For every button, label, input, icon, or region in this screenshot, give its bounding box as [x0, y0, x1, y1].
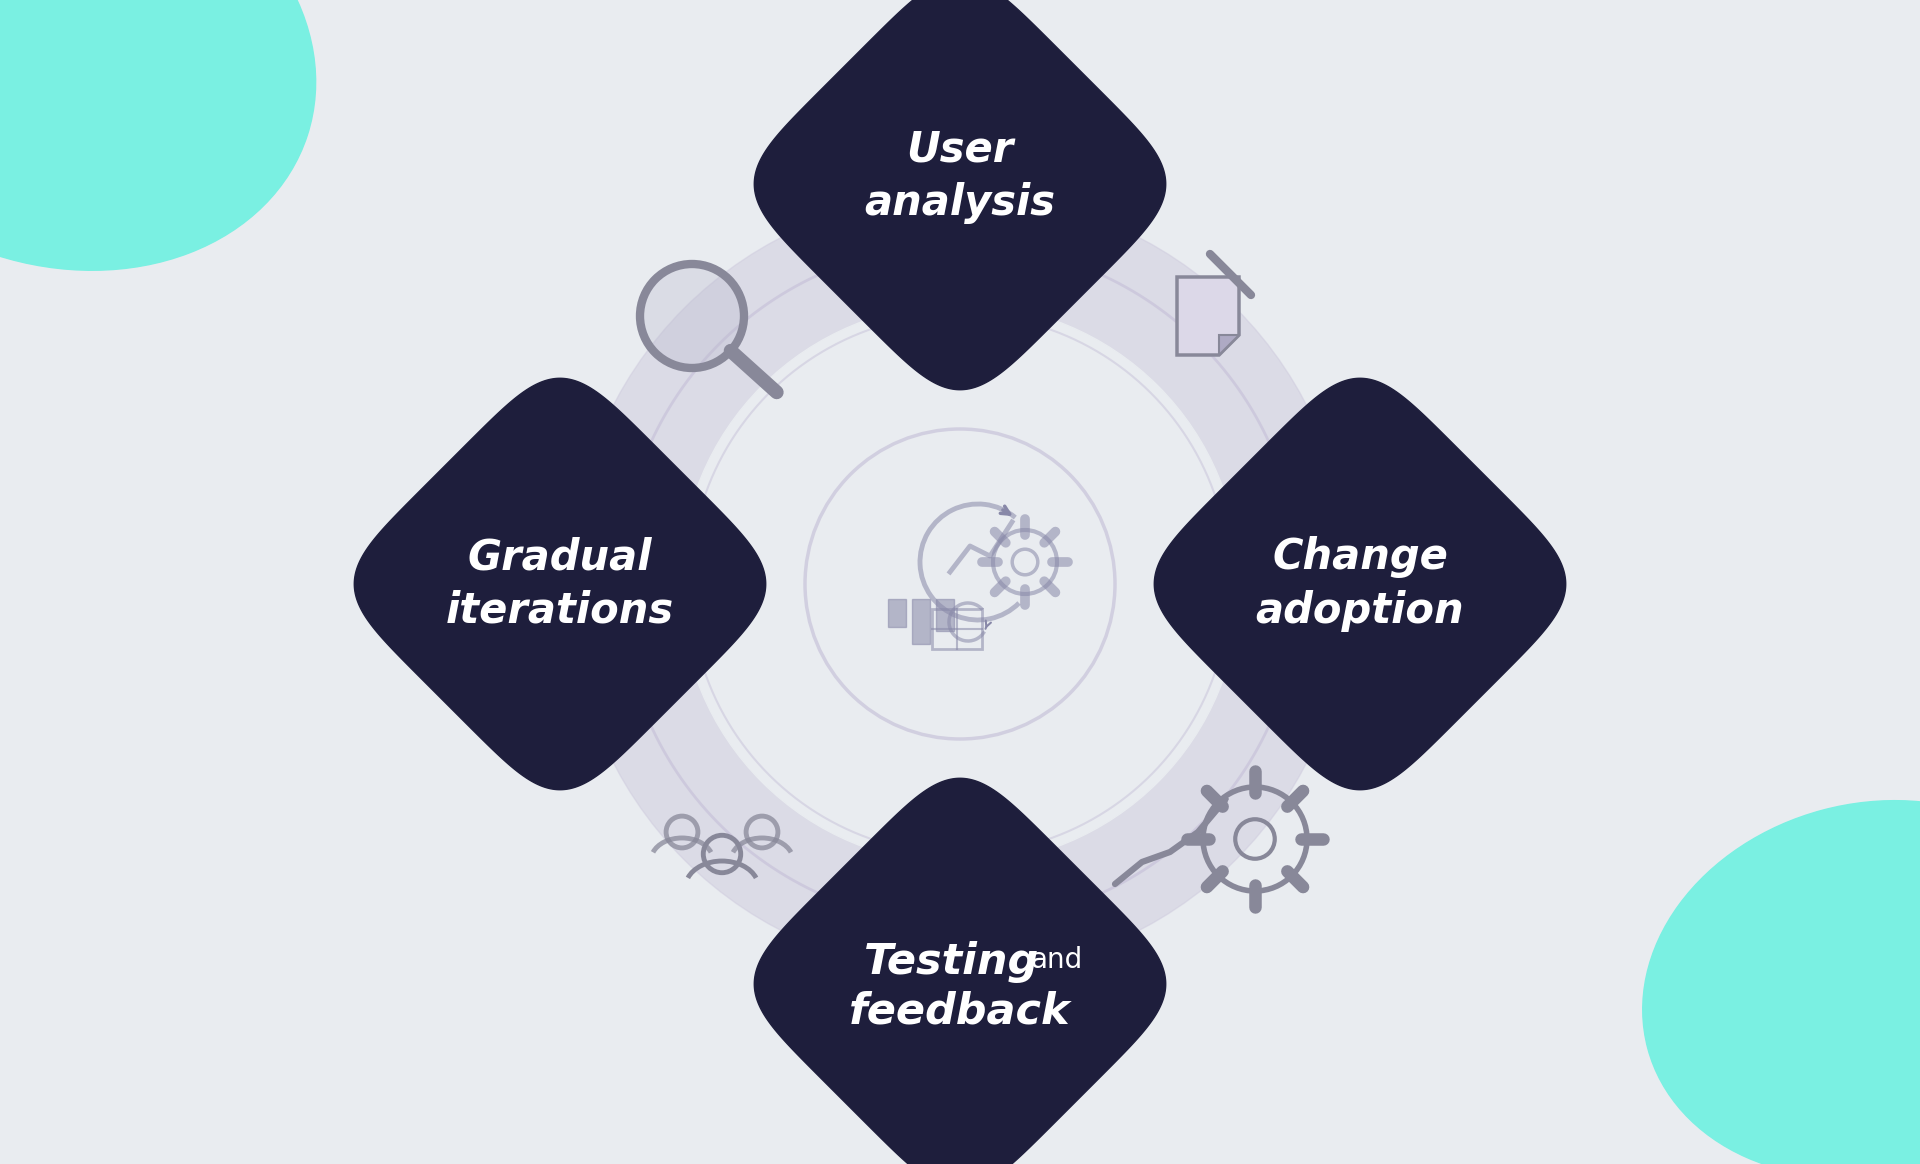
Polygon shape	[1154, 378, 1565, 789]
Polygon shape	[755, 0, 1165, 390]
Circle shape	[804, 430, 1116, 739]
Circle shape	[570, 194, 1350, 974]
Polygon shape	[755, 779, 1165, 1164]
Polygon shape	[1177, 277, 1238, 355]
Bar	[912, 599, 929, 644]
Bar	[887, 599, 906, 627]
Text: feedback: feedback	[849, 991, 1071, 1032]
Polygon shape	[1219, 335, 1238, 355]
Ellipse shape	[1644, 801, 1920, 1164]
Text: Gradual
iterations: Gradual iterations	[445, 537, 674, 632]
Circle shape	[639, 264, 745, 368]
Text: Testing: Testing	[864, 941, 1039, 984]
Text: User
analysis: User analysis	[864, 128, 1056, 223]
Text: Change
adoption: Change adoption	[1256, 537, 1465, 632]
Circle shape	[680, 304, 1240, 864]
Bar	[937, 599, 954, 631]
Bar	[931, 609, 981, 650]
Polygon shape	[355, 378, 766, 789]
Text: and: and	[1029, 946, 1083, 974]
Ellipse shape	[0, 0, 315, 270]
